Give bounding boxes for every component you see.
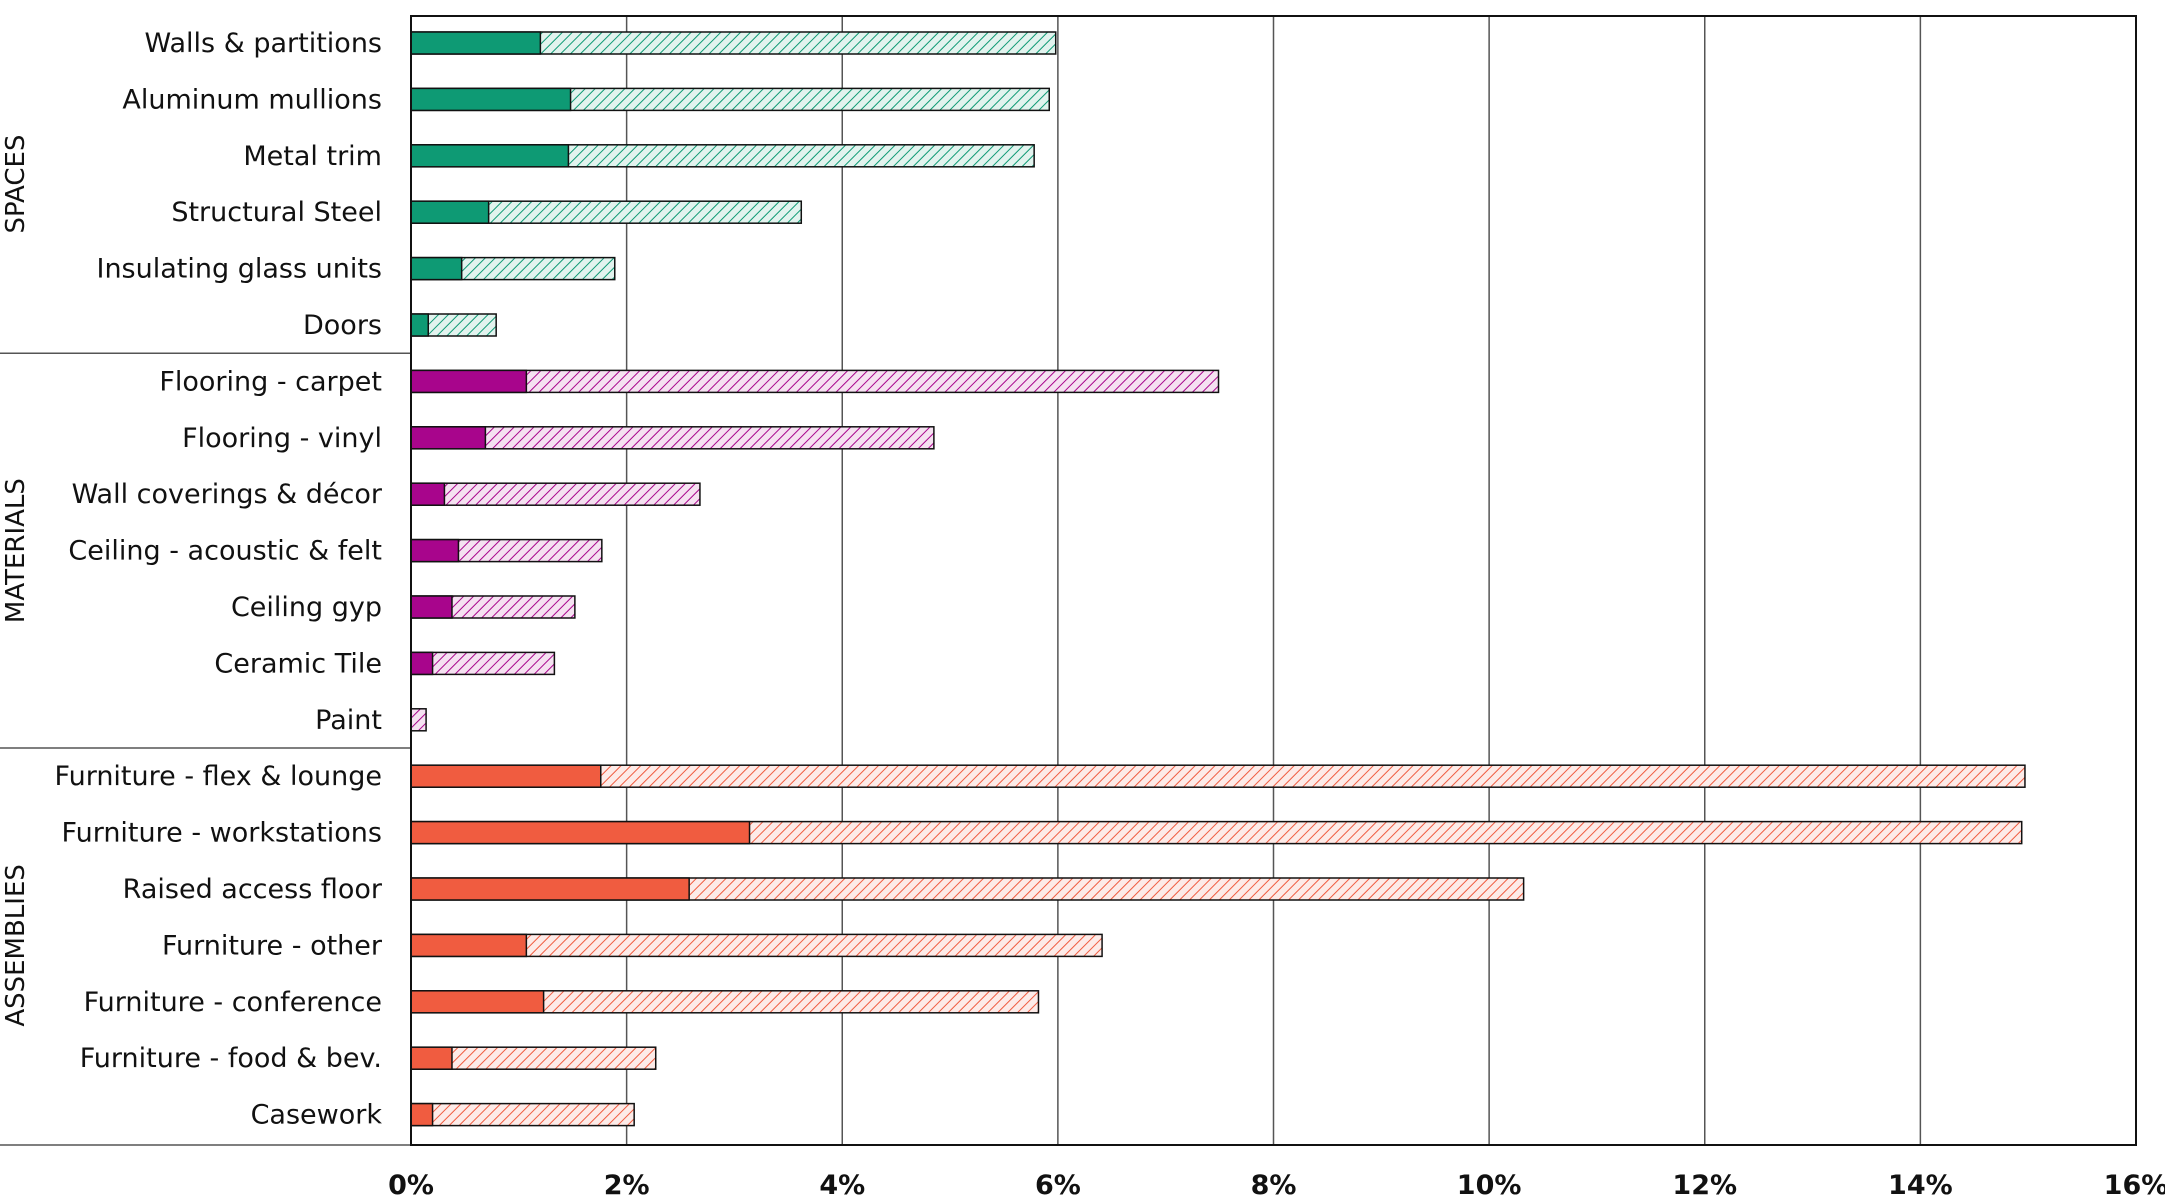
group-label: ASSEMBLIES [1, 864, 31, 1027]
category-labels: Walls & partitions Aluminum mullions Metal… [55, 28, 383, 1131]
bar-total [410, 369, 1220, 394]
category-label: Walls & partitions [145, 28, 382, 59]
bar-solid [410, 538, 460, 563]
category-label: Metal trim [243, 141, 382, 172]
category-label: Aluminum mullions [122, 84, 382, 115]
bar-solid [410, 482, 446, 506]
bar-solid [410, 87, 572, 112]
x-tick-label: 6% [1035, 1170, 1081, 1201]
bar-total [410, 708, 427, 732]
grid-lines [625, 16, 1922, 1145]
category-label: Furniture - conference [84, 987, 382, 1018]
plot-frame [410, 15, 2137, 1146]
bars [410, 31, 2026, 1127]
bar-total [410, 482, 701, 506]
group-labels: SPACES MATERIALS ASSEMBLIES [0, 135, 411, 1146]
bar-total [410, 764, 2026, 788]
bar-solid [410, 990, 545, 1014]
bar-solid [410, 933, 528, 958]
x-tick-label: 0% [388, 1170, 434, 1201]
category-label: Ceiling gyp [231, 592, 382, 623]
category-label: Doors [303, 310, 382, 341]
category-label: Furniture - other [162, 930, 383, 961]
bar-solid [410, 200, 490, 224]
group-label: SPACES [1, 135, 31, 234]
bar-solid [410, 313, 429, 337]
x-tick-label: 4% [819, 1170, 865, 1201]
x-tick-label: 10% [1457, 1170, 1522, 1201]
x-tick-label: 16% [2104, 1170, 2165, 1201]
category-label: Casework [251, 1100, 383, 1131]
x-axis-ticks: 0% 2% 4% 6% 8% 10% 12% 14% 16% [388, 1170, 2165, 1201]
bar-solid [410, 426, 487, 450]
bar-solid [410, 877, 690, 901]
bar-solid [410, 144, 570, 168]
bar-total [410, 426, 935, 450]
category-label: Structural Steel [171, 197, 382, 228]
x-tick-label: 12% [1672, 1170, 1737, 1201]
category-label: Insulating glass units [96, 254, 382, 285]
bar-solid [410, 256, 463, 281]
bar-total [410, 1102, 635, 1127]
bar-solid [410, 369, 528, 394]
category-label: Ceiling - acoustic & felt [68, 536, 382, 567]
category-label: Flooring - vinyl [182, 423, 382, 454]
x-tick-label: 8% [1251, 1170, 1297, 1201]
x-tick-label: 2% [604, 1170, 650, 1201]
category-label: Flooring - carpet [159, 366, 382, 397]
category-label: Furniture - food & bev. [80, 1043, 382, 1074]
bar-solid [410, 31, 542, 55]
category-label: Furniture - workstations [62, 818, 382, 849]
bar-solid [410, 1102, 434, 1127]
x-tick-label: 14% [1888, 1170, 1953, 1201]
bar-solid [410, 764, 602, 788]
category-label: Raised access floor [123, 874, 383, 905]
bar-solid [410, 651, 434, 676]
category-label: Paint [315, 705, 382, 736]
category-label: Furniture - flex & lounge [55, 761, 382, 792]
bar-solid [410, 1046, 453, 1070]
bar-solid [410, 595, 453, 619]
category-label: Wall coverings & décor [72, 479, 383, 510]
category-label: Ceramic Tile [214, 648, 382, 679]
bar-solid [410, 820, 751, 845]
group-label: MATERIALS [1, 478, 31, 623]
